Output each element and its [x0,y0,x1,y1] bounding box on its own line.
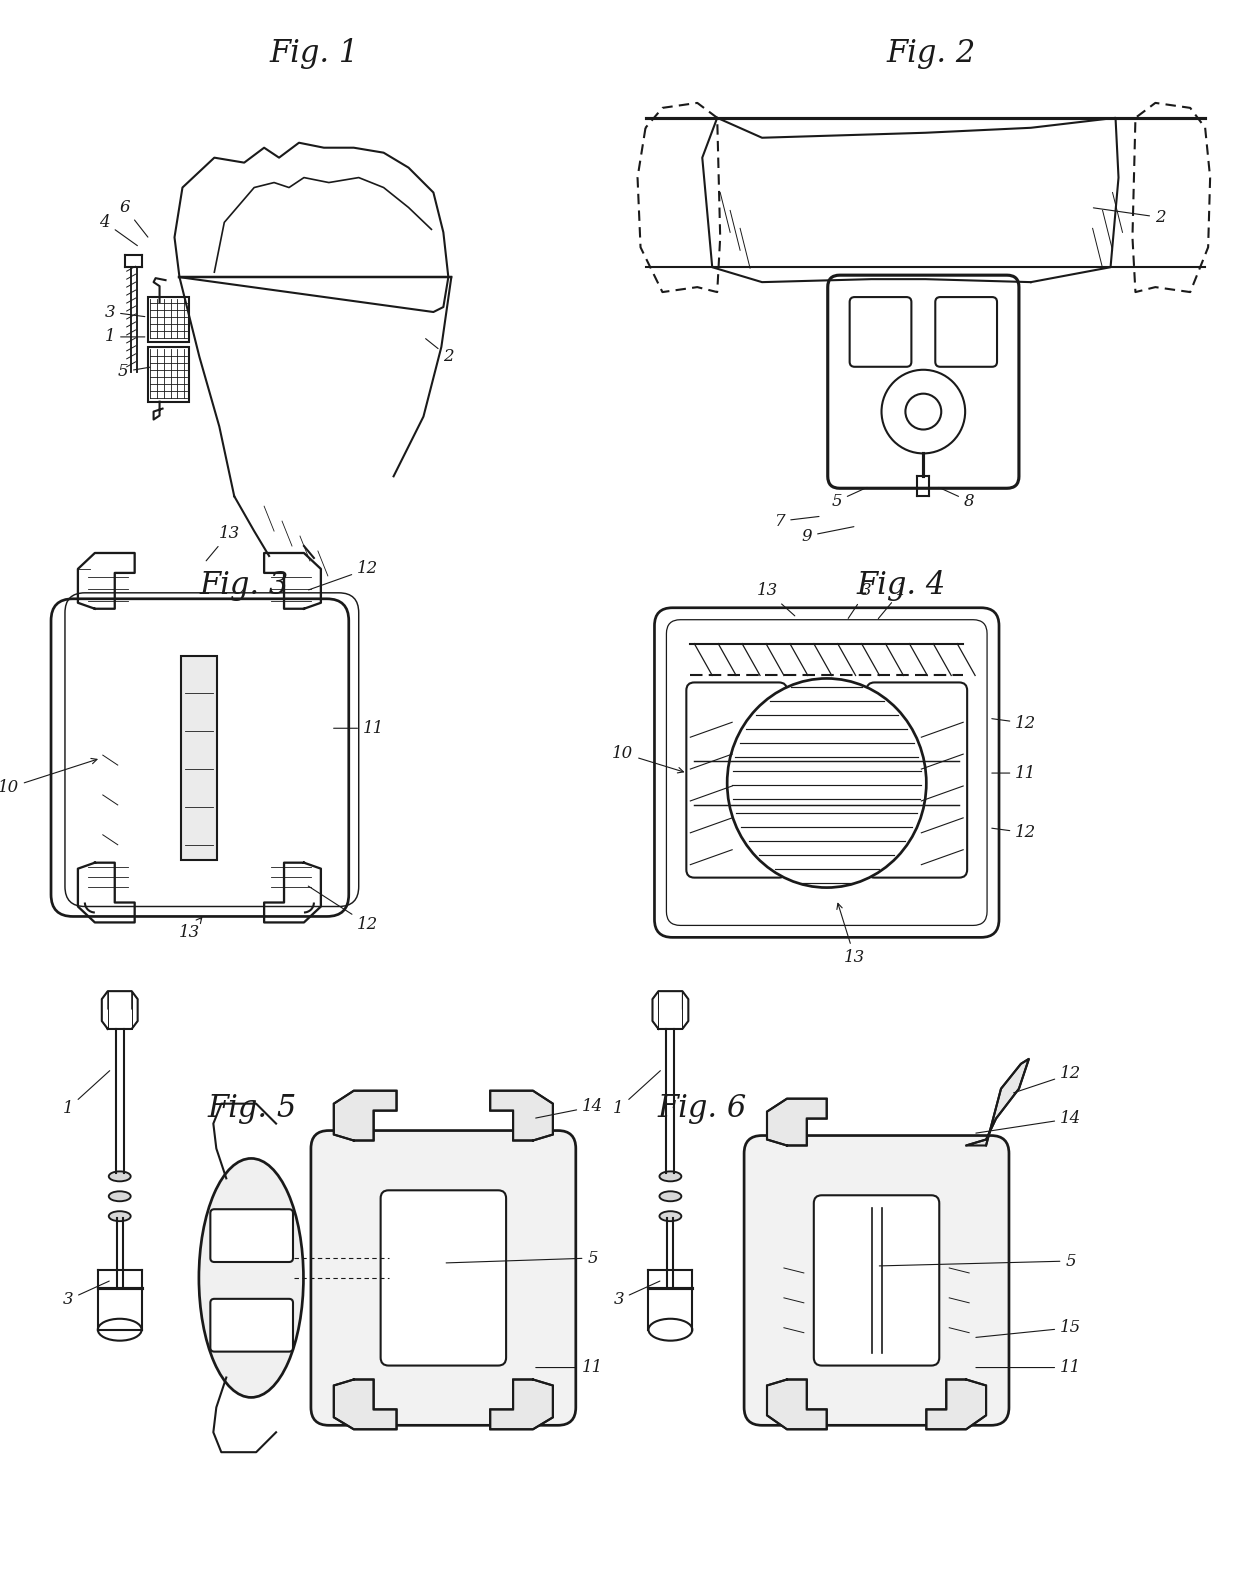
FancyBboxPatch shape [935,298,997,367]
Text: 12: 12 [992,715,1037,732]
Text: 11: 11 [976,1359,1081,1377]
Text: 13: 13 [837,904,866,965]
FancyBboxPatch shape [867,682,967,877]
Text: Fig. 5: Fig. 5 [207,1093,296,1125]
Text: 11: 11 [992,764,1037,781]
Ellipse shape [660,1211,681,1221]
Text: 12: 12 [309,561,378,591]
Text: 3: 3 [848,583,872,619]
Text: 5: 5 [879,1252,1076,1269]
FancyBboxPatch shape [51,598,348,917]
FancyBboxPatch shape [686,682,787,877]
FancyBboxPatch shape [148,346,190,402]
Text: 12: 12 [1013,1065,1081,1093]
FancyBboxPatch shape [311,1131,575,1425]
Text: 10: 10 [613,745,683,773]
Text: 1: 1 [878,583,906,619]
Text: 13: 13 [756,583,795,616]
Polygon shape [334,1091,397,1140]
FancyBboxPatch shape [655,608,999,937]
Ellipse shape [109,1191,130,1202]
Ellipse shape [660,1191,681,1202]
FancyBboxPatch shape [211,1299,293,1351]
Text: 12: 12 [992,824,1037,841]
Polygon shape [768,1380,827,1429]
Polygon shape [768,1099,827,1145]
Ellipse shape [198,1159,304,1397]
Text: Fig. 1: Fig. 1 [269,38,358,69]
Text: 10: 10 [0,759,97,797]
Text: Fig. 2: Fig. 2 [887,38,976,69]
Ellipse shape [660,1172,681,1181]
Text: Fig. 6: Fig. 6 [657,1093,746,1125]
Ellipse shape [649,1318,692,1340]
Text: 14: 14 [976,1110,1081,1132]
Text: 13: 13 [179,918,202,940]
FancyBboxPatch shape [148,298,190,342]
Text: 3: 3 [63,1280,109,1309]
Polygon shape [926,1380,986,1429]
Polygon shape [966,1058,1029,1145]
Polygon shape [490,1380,553,1429]
Ellipse shape [98,1318,141,1340]
Ellipse shape [109,1172,130,1181]
Text: 3: 3 [614,1280,660,1309]
FancyBboxPatch shape [181,655,217,860]
FancyBboxPatch shape [813,1195,939,1366]
Text: 1: 1 [614,1071,661,1117]
Text: Fig. 3: Fig. 3 [200,570,289,602]
FancyBboxPatch shape [744,1136,1009,1425]
FancyBboxPatch shape [211,1210,293,1262]
Text: 3: 3 [104,304,145,320]
FancyBboxPatch shape [828,276,1019,488]
Text: 5: 5 [446,1249,598,1266]
Text: 2: 2 [1094,208,1166,225]
Text: 8: 8 [939,487,975,510]
Text: 13: 13 [206,524,239,561]
Text: 15: 15 [976,1320,1081,1337]
Text: 11: 11 [334,720,384,737]
Text: 7: 7 [775,512,818,529]
FancyBboxPatch shape [381,1191,506,1366]
Text: 1: 1 [104,329,145,345]
Text: 5: 5 [831,487,867,510]
FancyBboxPatch shape [849,298,911,367]
Text: Fig. 4: Fig. 4 [857,570,946,602]
Ellipse shape [727,679,926,888]
Text: 14: 14 [536,1098,604,1118]
Text: 9: 9 [801,526,854,545]
Polygon shape [334,1380,397,1429]
Ellipse shape [109,1211,130,1221]
Text: 1: 1 [63,1071,109,1117]
Text: 2: 2 [425,339,454,365]
Text: 4: 4 [99,214,138,246]
Polygon shape [490,1091,553,1140]
Text: 5: 5 [118,364,150,380]
Text: 12: 12 [309,887,378,932]
Text: 6: 6 [119,198,148,238]
Text: 11: 11 [536,1359,604,1377]
